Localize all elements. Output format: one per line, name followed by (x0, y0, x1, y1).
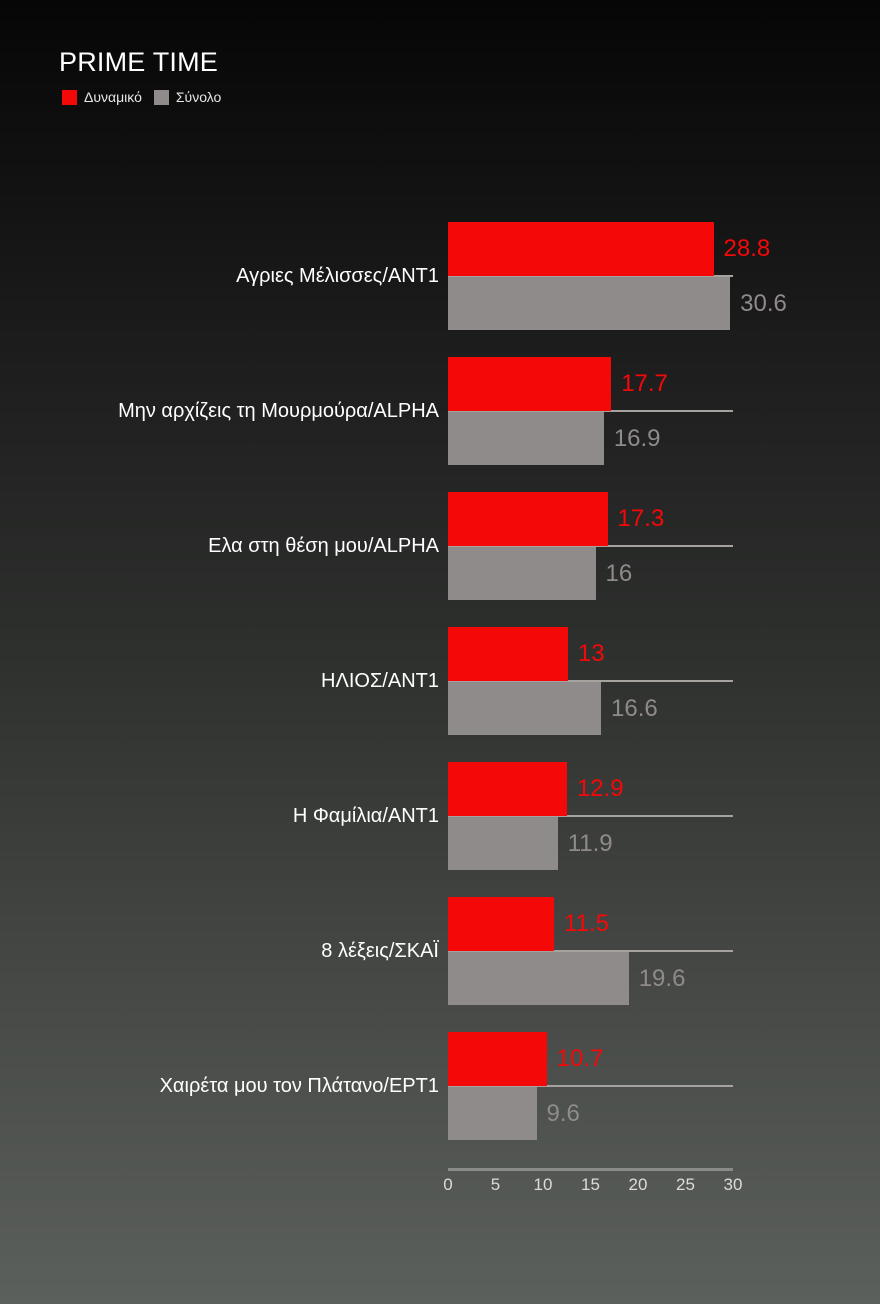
x-tick-label: 10 (533, 1175, 553, 1194)
legend-item-dynamic: Δυναμικό (62, 89, 142, 105)
bar-dynamic (448, 762, 567, 816)
bar-dynamic (448, 222, 714, 276)
category-label: ΗΛΙΟΣ/ΑΝΤ1 (321, 670, 439, 692)
value-label-dynamic: 10.7 (556, 1045, 604, 1072)
table-row: Χαιρέτα μου τον Πλάτανο/ΕΡΤ1 10.7 9.6 (0, 1032, 880, 1140)
bar-dynamic (448, 492, 608, 546)
category-label: Αγριες Μέλισσες/ANT1 (236, 265, 439, 287)
x-tick-label: 20 (628, 1175, 648, 1194)
value-label-dynamic: 12.9 (576, 775, 624, 802)
bar-dynamic (448, 627, 568, 681)
bar-total (448, 681, 602, 735)
x-tick-label: 30 (723, 1175, 743, 1194)
value-label-dynamic: 17.7 (621, 370, 668, 397)
x-tick-label: 0 (443, 1175, 453, 1194)
bar-total (448, 1086, 537, 1140)
bar-total (448, 546, 596, 600)
category-label: Μην αρχίζεις τη Μουρμούρα/ALPHA (118, 400, 439, 422)
legend-swatch-gray (153, 89, 169, 105)
table-row: Μην αρχίζεις τη Μουρμούρα/ALPHA 17.7 16.… (0, 357, 880, 465)
row-separator (448, 410, 733, 412)
table-row: Αγριες Μέλισσες/ANT1 28.8 30.6 (0, 222, 880, 330)
row-separator (448, 545, 733, 547)
row-separator (448, 1085, 733, 1087)
value-label-total: 11.9 (567, 830, 613, 857)
legend-item-total: Σύνολο (153, 89, 222, 105)
x-axis-line (448, 1168, 733, 1171)
value-label-total: 16 (605, 560, 633, 587)
category-label: Ελα στη θέση μου/ALPHA (208, 535, 439, 557)
value-label-dynamic: 13 (577, 640, 605, 667)
value-label-total: 9.6 (546, 1100, 580, 1127)
row-separator (448, 815, 733, 817)
bar-dynamic (448, 1032, 547, 1086)
category-label: 8 λέξεις/ΣΚΑΪ (321, 940, 439, 962)
row-separator (448, 680, 733, 682)
bar-total (448, 951, 629, 1005)
value-label-dynamic: 17.3 (617, 505, 665, 532)
legend-swatch-red (62, 89, 77, 105)
legend-label: Σύνολο (175, 89, 222, 105)
legend-label: Δυναμικό (84, 89, 142, 105)
x-tick-label: 5 (490, 1175, 501, 1194)
table-row: Η Φαμίλια/ΑΝΤ1 12.9 11.9 (0, 762, 880, 870)
chart-title: PRIME TIME (59, 47, 219, 77)
value-label-total: 30.6 (740, 290, 787, 317)
value-label-dynamic: 11.5 (564, 910, 609, 937)
row-separator (448, 950, 733, 952)
value-label-total: 16.9 (613, 425, 661, 452)
x-tick-label: 25 (676, 1175, 695, 1194)
table-row: Ελα στη θέση μου/ALPHA 17.3 16 (0, 492, 880, 600)
value-label-dynamic: 28.8 (723, 235, 771, 262)
category-label: Η Φαμίλια/ΑΝΤ1 (292, 805, 439, 827)
table-row: 8 λέξεις/ΣΚΑΪ 11.5 19.6 (0, 897, 880, 1005)
value-label-total: 16.6 (611, 695, 658, 722)
bar-total (448, 276, 731, 330)
x-tick-label: 15 (581, 1175, 600, 1194)
category-label: Χαιρέτα μου τον Πλάτανο/ΕΡΤ1 (159, 1075, 439, 1097)
bar-total (448, 816, 558, 870)
row-separator (448, 275, 733, 277)
table-row: ΗΛΙΟΣ/ΑΝΤ1 13 16.6 (0, 627, 880, 735)
value-label-total: 19.6 (638, 965, 686, 992)
legend: Δυναμικό Σύνολο (62, 89, 233, 105)
bar-dynamic (448, 897, 555, 951)
bar-dynamic (448, 357, 612, 411)
bar-total (448, 411, 604, 465)
